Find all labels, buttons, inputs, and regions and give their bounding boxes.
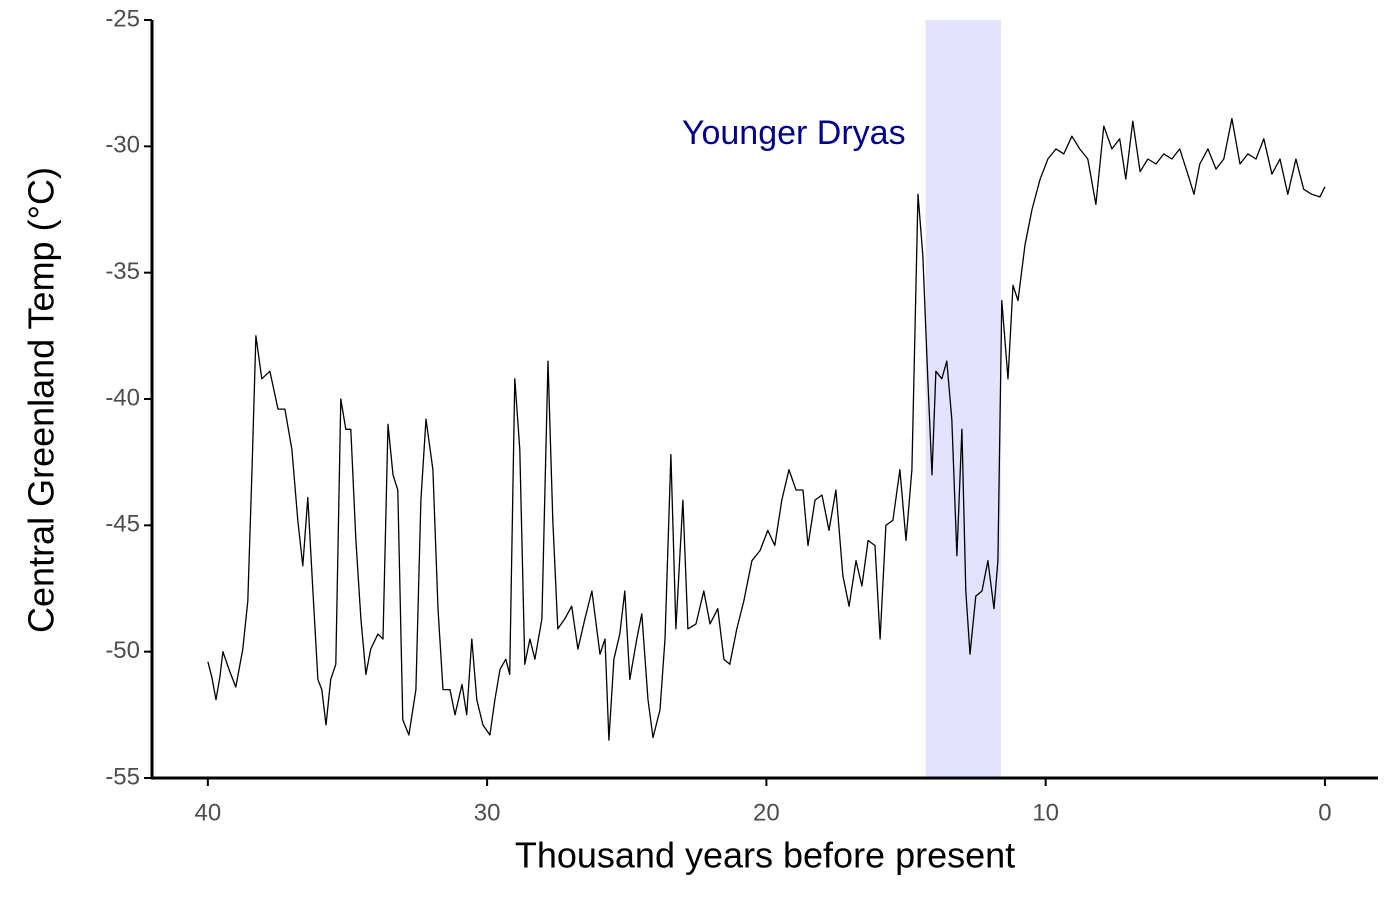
y-axis-title: Central Greenland Temp (°C) — [21, 167, 62, 633]
y-tick-label: -50 — [105, 637, 140, 664]
annotation: Younger Dryas — [682, 114, 906, 152]
y-tick-label: -35 — [105, 258, 140, 285]
y-tick-label: -40 — [105, 384, 140, 411]
x-tick-label: 40 — [195, 799, 222, 826]
y-tick-label: -45 — [105, 511, 140, 538]
y-tick-label: -25 — [105, 5, 140, 32]
x-tick-label: 10 — [1032, 799, 1059, 826]
y-tick-label: -55 — [105, 763, 140, 790]
temperature-line — [207, 117, 1326, 741]
x-tick-label: 20 — [753, 799, 780, 826]
x-tick-label: 30 — [474, 799, 501, 826]
x-axis-title: Thousand years before present — [515, 835, 1015, 876]
highlight-band — [925, 20, 1001, 778]
x-tick-label: 0 — [1318, 799, 1331, 826]
y-tick-label: -30 — [105, 132, 140, 159]
